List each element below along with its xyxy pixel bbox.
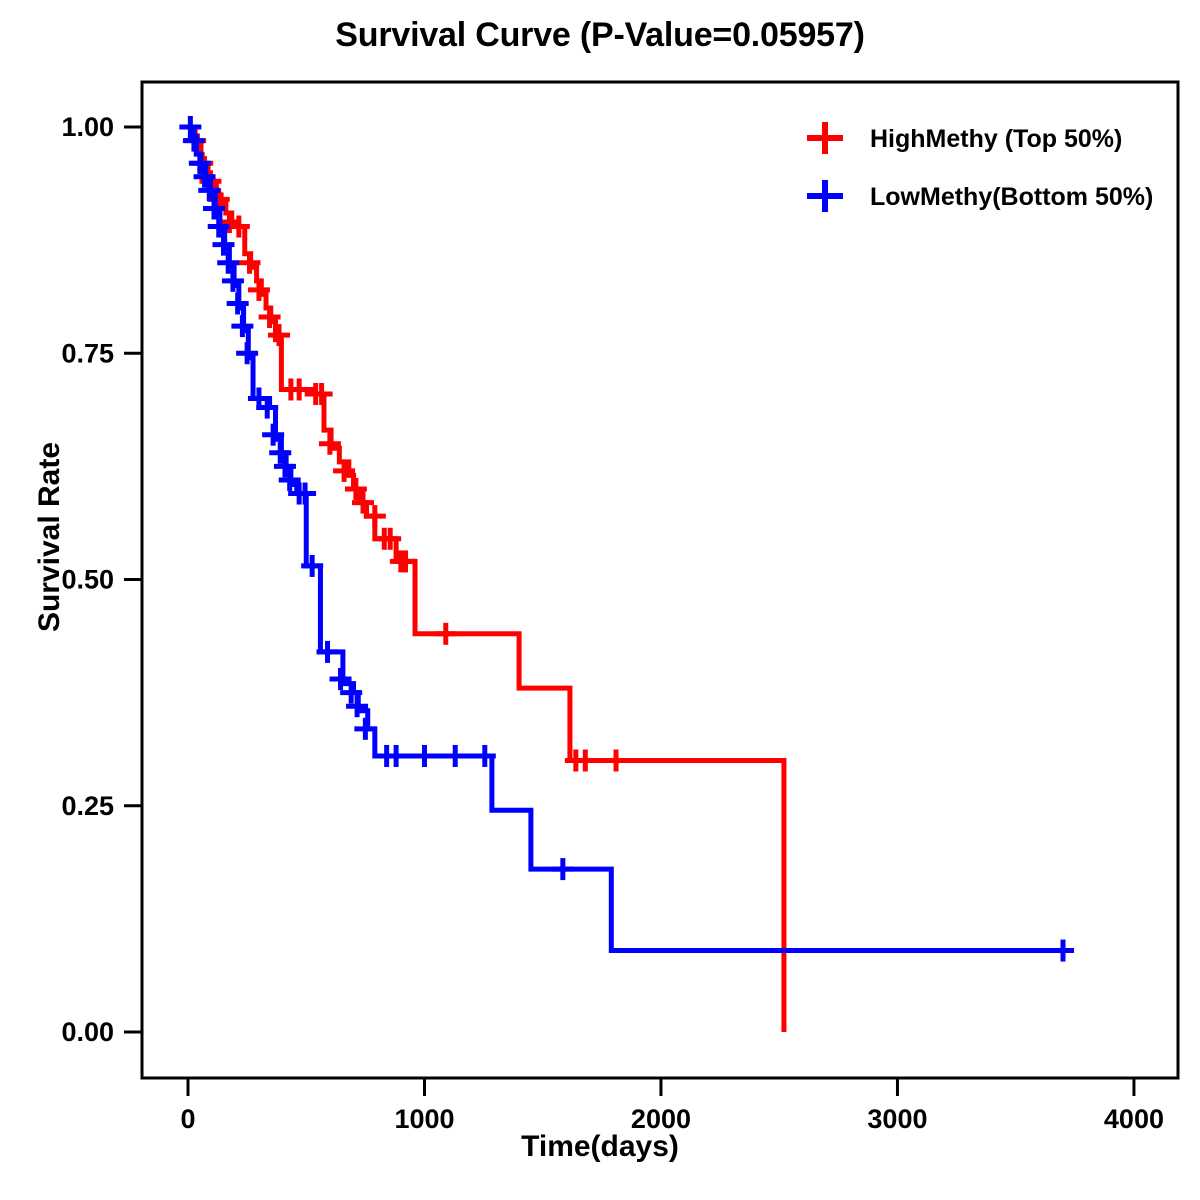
legend: HighMethy (Top 50%) LowMethy(Bottom 50%) [807, 122, 1153, 212]
censor-mark [434, 622, 457, 645]
censor-mark [203, 197, 226, 220]
censor-mark [256, 396, 279, 419]
censor-mark [473, 744, 496, 767]
x-tick-label: 4000 [1104, 1104, 1164, 1134]
censor-mark [574, 749, 597, 772]
censor-mark [352, 491, 374, 514]
censor-mark [605, 749, 628, 772]
censor-mark [346, 695, 369, 718]
censor-mark [333, 459, 356, 482]
censor-mark [273, 455, 296, 478]
censor-mark [269, 441, 292, 464]
y-tick-label: 0.75 [61, 338, 114, 368]
x-tick-label: 1000 [394, 1104, 454, 1134]
censor-mark [258, 306, 281, 329]
censor-mark [236, 342, 259, 365]
series-low-methy [179, 116, 1074, 962]
censor-mark [188, 152, 211, 175]
censor-mark [301, 554, 324, 577]
series-layer [179, 116, 1074, 1032]
censor-mark [231, 315, 254, 338]
censor-mark [247, 278, 270, 301]
censor-mark [193, 165, 216, 188]
censor-mark [179, 116, 202, 138]
censor-mark [316, 640, 339, 663]
censor-mark [268, 324, 291, 347]
censor-mark [363, 505, 386, 528]
x-axis-title: Time(days) [521, 1130, 679, 1163]
page-title: Survival Curve (P-Value=0.05957) [335, 16, 865, 54]
censor-mark [1052, 939, 1074, 962]
x-tick-label: 3000 [867, 1104, 927, 1134]
censor-mark [394, 550, 417, 573]
legend-plus-icon [807, 122, 843, 154]
x-axis-ticks: 0 1000 2000 3000 4000 [180, 1078, 1164, 1134]
legend-item-low-methy[interactable]: LowMethy(Bottom 50%) [807, 180, 1153, 212]
x-tick-label: 0 [180, 1104, 195, 1134]
y-axis-ticks: 0.00 0.25 0.50 0.75 1.00 [61, 112, 142, 1047]
survival-step-line [188, 124, 1063, 954]
series-high-methy [184, 124, 787, 1032]
y-tick-label: 0.50 [61, 565, 114, 595]
censor-mark [262, 423, 285, 446]
censor-mark [221, 269, 244, 292]
censor-mark [444, 744, 467, 767]
legend-item-high-methy[interactable]: HighMethy (Top 50%) [807, 122, 1122, 154]
legend-plus-icon [807, 180, 843, 212]
legend-label: HighMethy (Top 50%) [870, 125, 1122, 153]
censor-mark [344, 478, 367, 500]
censor-mark [340, 681, 363, 704]
censor-mark [182, 129, 205, 152]
censor-mark [294, 482, 317, 505]
censor-mark [551, 858, 574, 881]
censor-mark [379, 527, 402, 550]
censor-mark [354, 717, 377, 740]
censor-mark [310, 382, 333, 405]
legend-label: LowMethy(Bottom 50%) [870, 183, 1153, 211]
x-tick-label: 2000 [631, 1104, 691, 1134]
survival-step-line [188, 124, 787, 1032]
censor-mark [212, 233, 235, 256]
y-tick-label: 0.00 [61, 1017, 114, 1047]
censor-mark [198, 179, 221, 202]
y-tick-label: 1.00 [61, 112, 114, 142]
censor-mark [226, 292, 249, 315]
censor-mark [207, 215, 230, 238]
censor-mark [278, 468, 301, 491]
censor-mark [288, 378, 311, 401]
censor-mark [385, 744, 408, 767]
censor-mark [318, 432, 341, 455]
censor-mark [238, 251, 261, 274]
censor-mark [329, 668, 352, 691]
y-tick-label: 0.25 [61, 791, 114, 821]
censor-mark [227, 215, 250, 238]
censor-mark [413, 744, 436, 767]
plot-frame [140, 80, 1180, 1080]
censor-mark [217, 251, 240, 274]
